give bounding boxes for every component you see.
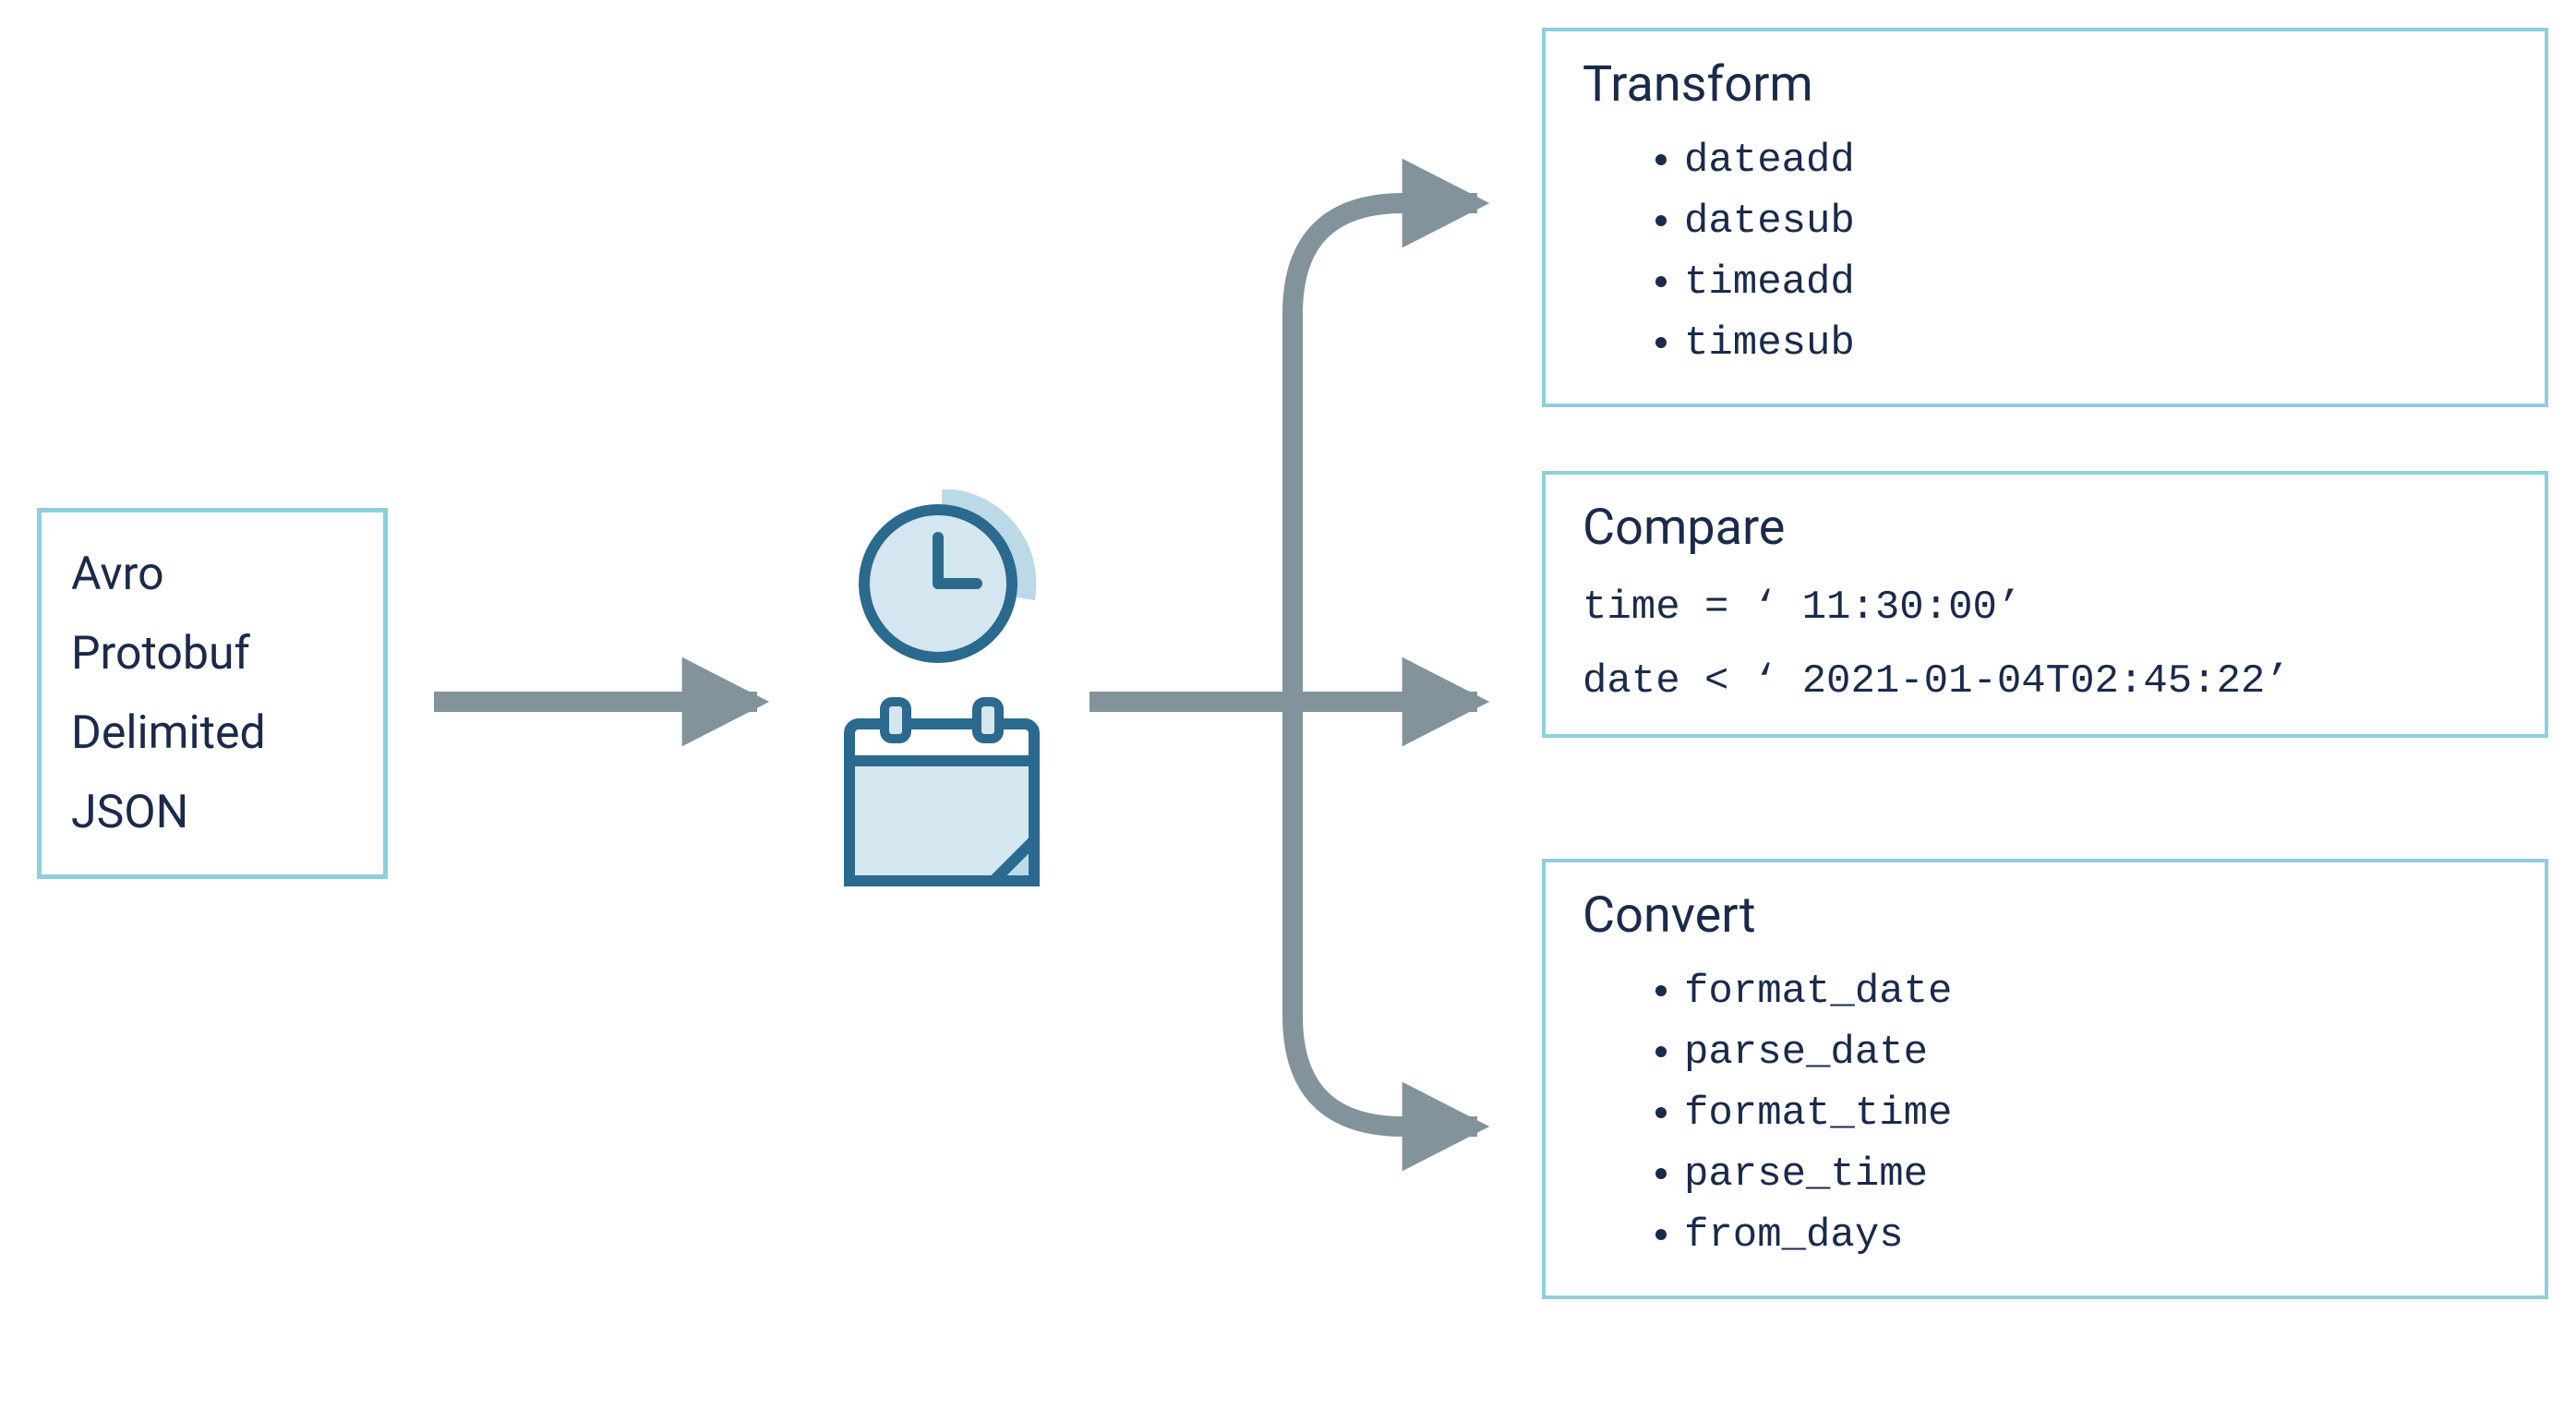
compare-title: Compare [1583, 499, 2508, 557]
clock-icon [864, 500, 1024, 657]
formats-box: Avro Protobuf Delimited JSON [37, 508, 388, 879]
transform-item: datesub [1684, 191, 2508, 252]
convert-item: from_days [1684, 1205, 2508, 1266]
transform-item: timesub [1684, 313, 2508, 374]
convert-item: parse_date [1684, 1022, 2508, 1083]
convert-item: parse_time [1684, 1144, 2508, 1205]
arrow-to-transform [1293, 203, 1477, 702]
convert-item: format_time [1684, 1083, 2508, 1144]
format-item: Delimited [71, 693, 354, 773]
transform-box: Transform dateadd datesub timeadd timesu… [1542, 28, 2548, 407]
transform-title: Transform [1583, 55, 2508, 114]
transform-item: timeadd [1684, 252, 2508, 313]
transform-list: dateadd datesub timeadd timesub [1583, 130, 2508, 374]
convert-box: Convert format_date parse_date format_ti… [1542, 859, 2548, 1299]
convert-item: format_date [1684, 961, 2508, 1022]
arrow-to-convert [1293, 702, 1477, 1127]
compare-box: Compare time = ‘ 11:30:00’ date < ‘ 2021… [1542, 471, 2548, 738]
convert-title: Convert [1583, 886, 2508, 945]
compare-example-2: date < ‘ 2021-01-04T02:45:22’ [1583, 658, 2508, 705]
transform-item: dateadd [1684, 130, 2508, 191]
calendar-icon [849, 702, 1034, 881]
diagram-stage: Avro Protobuf Delimited JSON [0, 0, 2576, 1422]
format-item: Avro [71, 535, 354, 614]
datetime-icons [822, 489, 1062, 899]
format-item: Protobuf [71, 614, 354, 693]
compare-example-1: time = ‘ 11:30:00’ [1583, 584, 2508, 631]
format-item: JSON [71, 773, 354, 852]
convert-list: format_date parse_date format_time parse… [1583, 961, 2508, 1266]
